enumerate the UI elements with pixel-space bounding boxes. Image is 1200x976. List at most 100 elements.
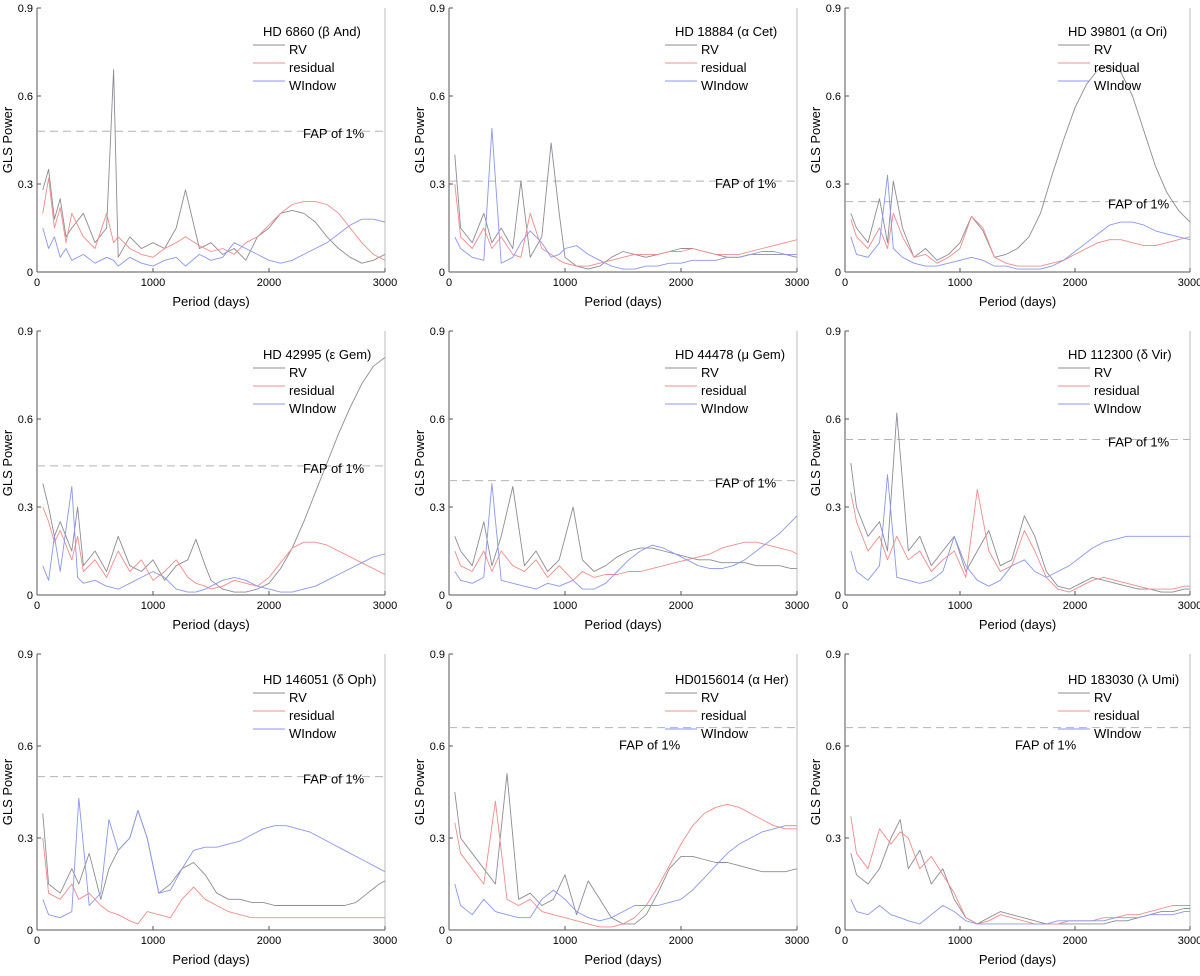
series-line-residual bbox=[42, 837, 385, 925]
y-tick-label: 0 bbox=[835, 267, 841, 279]
x-tick-label: 3000 bbox=[373, 600, 397, 612]
x-tick-label: 0 bbox=[34, 935, 40, 947]
x-tick-label: 3000 bbox=[1178, 277, 1200, 289]
x-tick-label: 2000 bbox=[1063, 935, 1087, 947]
panel-title: HD 112300 (δ Vir) bbox=[1068, 347, 1172, 362]
x-tick-label: 1000 bbox=[141, 277, 165, 289]
y-tick-label: 0.6 bbox=[826, 91, 841, 103]
legend-label-residual: residual bbox=[701, 383, 747, 398]
x-tick-label: 3000 bbox=[373, 277, 397, 289]
y-tick-label: 0.9 bbox=[826, 326, 841, 338]
fap-label: FAP of 1% bbox=[1015, 738, 1077, 753]
y-tick-label: 0.3 bbox=[826, 179, 841, 191]
legend-label-residual: residual bbox=[289, 708, 335, 723]
y-tick-label: 0.9 bbox=[18, 326, 33, 338]
legend-label-window: WIndow bbox=[1094, 401, 1142, 416]
series-line-window bbox=[850, 174, 1191, 270]
series-line-residual bbox=[850, 212, 1191, 267]
series-line-window bbox=[42, 797, 386, 919]
x-tick-label: 3000 bbox=[373, 935, 397, 947]
x-axis-label: Period (days) bbox=[584, 294, 661, 309]
y-tick-label: 0.9 bbox=[430, 326, 445, 338]
legend-label-rv: RV bbox=[701, 42, 719, 57]
periodogram-panel: 0 0.3 0.6 0.9 0 1000 2000 3000 Period (days) GLS … bbox=[808, 3, 1200, 309]
legend-label-rv: RV bbox=[289, 42, 307, 57]
y-axis-label: GLS Power bbox=[412, 429, 427, 496]
series-line-rv bbox=[454, 486, 797, 572]
y-axis-label: GLS Power bbox=[412, 106, 427, 173]
periodogram-panel: 0 0.3 0.6 0.9 0 1000 2000 3000 Period (days) GLS … bbox=[412, 326, 809, 632]
panel-title: HD0156014 (α Her) bbox=[675, 672, 789, 687]
fap-label: FAP of 1% bbox=[303, 772, 365, 787]
y-tick-label: 0 bbox=[27, 590, 33, 602]
periodogram-panel: 0 0.3 0.6 0.9 0 1000 2000 3000 Period (days) GLS … bbox=[0, 326, 397, 632]
legend-label-rv: RV bbox=[701, 365, 719, 380]
series-line-window bbox=[42, 486, 386, 593]
x-tick-label: 1000 bbox=[553, 277, 577, 289]
series-line-residual bbox=[42, 177, 386, 261]
x-tick-label: 3000 bbox=[1178, 935, 1200, 947]
x-tick-label: 3000 bbox=[785, 600, 809, 612]
x-tick-label: 2000 bbox=[257, 277, 281, 289]
periodogram-panel: 0 0.3 0.6 0.9 0 1000 2000 3000 Period (days) GLS … bbox=[0, 3, 397, 309]
legend-label-window: WIndow bbox=[701, 726, 749, 741]
y-tick-label: 0.6 bbox=[18, 414, 33, 426]
x-tick-label: 0 bbox=[446, 935, 452, 947]
y-tick-label: 0 bbox=[27, 267, 33, 279]
x-tick-label: 2000 bbox=[257, 935, 281, 947]
y-tick-label: 0.6 bbox=[430, 414, 445, 426]
x-tick-label: 2000 bbox=[1063, 277, 1087, 289]
y-tick-label: 0 bbox=[27, 925, 33, 937]
y-tick-label: 0.3 bbox=[826, 502, 841, 514]
panel-title: HD 39801 (α Ori) bbox=[1068, 24, 1167, 39]
panel-title: HD 146051 (δ Oph) bbox=[263, 672, 376, 687]
series-line-rv bbox=[850, 819, 1190, 925]
legend-label-rv: RV bbox=[701, 690, 719, 705]
y-tick-label: 0.6 bbox=[826, 741, 841, 753]
series-line-rv bbox=[850, 412, 1190, 593]
x-tick-label: 3000 bbox=[785, 935, 809, 947]
legend-label-window: WIndow bbox=[1094, 726, 1142, 741]
fap-label: FAP of 1% bbox=[303, 126, 365, 141]
y-tick-label: 0.3 bbox=[826, 833, 841, 845]
y-tick-label: 0.9 bbox=[826, 649, 841, 661]
y-axis-label: GLS Power bbox=[808, 429, 823, 496]
legend-label-residual: residual bbox=[1094, 383, 1140, 398]
series-line-window bbox=[454, 483, 798, 590]
series-line-residual bbox=[454, 800, 797, 928]
legend-label-rv: RV bbox=[289, 690, 307, 705]
panel-title: HD 42995 (ε Gem) bbox=[263, 347, 371, 362]
legend-label-window: WIndow bbox=[289, 726, 337, 741]
series-line-window bbox=[454, 127, 797, 270]
series-line-window bbox=[42, 218, 386, 267]
legend-label-rv: RV bbox=[289, 365, 307, 380]
x-tick-label: 0 bbox=[842, 935, 848, 947]
x-tick-label: 0 bbox=[446, 600, 452, 612]
x-axis-label: Period (days) bbox=[172, 294, 249, 309]
x-axis-label: Period (days) bbox=[979, 294, 1056, 309]
y-tick-label: 0.6 bbox=[430, 91, 445, 103]
legend-label-window: WIndow bbox=[289, 78, 337, 93]
y-tick-label: 0 bbox=[439, 925, 445, 937]
legend-label-window: WIndow bbox=[701, 78, 749, 93]
x-axis-label: Period (days) bbox=[584, 952, 661, 967]
x-tick-label: 1000 bbox=[141, 935, 165, 947]
y-tick-label: 0.6 bbox=[430, 741, 445, 753]
y-tick-label: 0.9 bbox=[18, 3, 33, 15]
x-tick-label: 0 bbox=[34, 277, 40, 289]
x-tick-label: 0 bbox=[842, 277, 848, 289]
y-axis-label: GLS Power bbox=[0, 758, 15, 825]
periodogram-panel: 0 0.3 0.6 0.9 0 1000 2000 3000 Period (days) GLS … bbox=[412, 649, 809, 967]
legend-label-residual: residual bbox=[701, 708, 747, 723]
y-tick-label: 0.9 bbox=[18, 649, 33, 661]
x-axis-label: Period (days) bbox=[979, 617, 1056, 632]
fap-label: FAP of 1% bbox=[619, 738, 681, 753]
y-axis-label: GLS Power bbox=[808, 758, 823, 825]
x-tick-label: 2000 bbox=[1063, 600, 1087, 612]
x-tick-label: 2000 bbox=[669, 277, 693, 289]
y-tick-label: 0.6 bbox=[18, 91, 33, 103]
periodogram-panel: 0 0.3 0.6 0.9 0 1000 2000 3000 Period (days) GLS … bbox=[808, 326, 1200, 632]
x-tick-label: 1000 bbox=[141, 600, 165, 612]
x-tick-label: 1000 bbox=[948, 600, 972, 612]
